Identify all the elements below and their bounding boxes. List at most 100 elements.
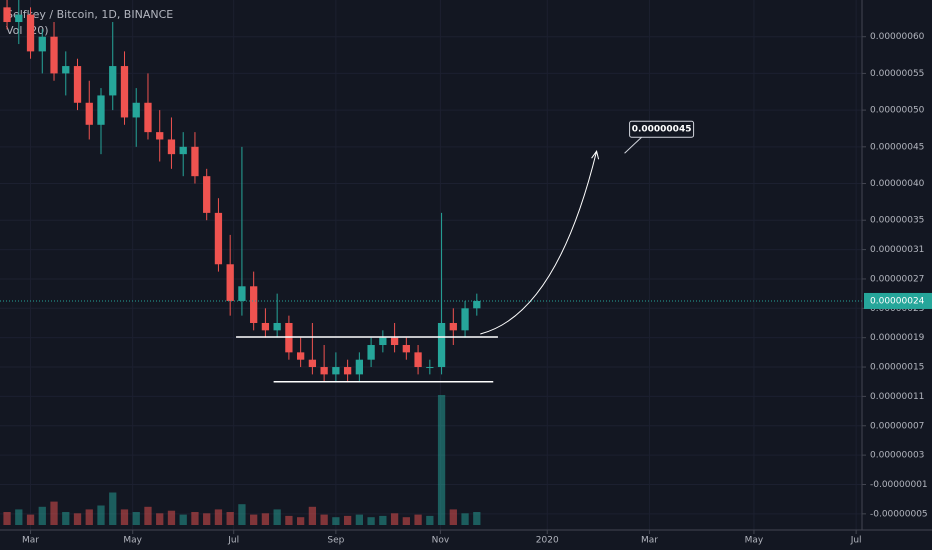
volume-bar [214, 509, 223, 525]
volume-bar [50, 501, 58, 525]
volume-bar [355, 514, 364, 525]
candle-body [62, 66, 70, 74]
volume-bar [15, 509, 23, 525]
volume-bar [320, 514, 328, 525]
x-tick-label: Jul [850, 536, 862, 546]
volume-bar [238, 504, 246, 525]
candle-body [426, 367, 434, 369]
callout-text: 0.00000045 [632, 125, 692, 135]
candle-body [167, 139, 176, 155]
candle-body [437, 322, 446, 368]
y-tick-label: 0.00000011 [870, 392, 924, 402]
volume-bar [343, 515, 352, 525]
candle-body [203, 176, 211, 213]
y-tick-label: 0.00000031 [870, 245, 924, 255]
y-tick-label: 0.00000015 [870, 363, 924, 373]
candle-body [97, 95, 105, 125]
volume-bar [167, 510, 176, 525]
volume-bar [449, 509, 457, 525]
candle-body [120, 66, 129, 118]
arrow-head [591, 150, 600, 160]
callout-box [629, 120, 695, 138]
volume-bar [261, 513, 270, 525]
volume-bar [426, 515, 434, 525]
candle-body [238, 286, 246, 301]
volume-bar [367, 517, 375, 525]
candle-body [250, 286, 258, 323]
candle-body [26, 14, 35, 52]
volume-bar [461, 513, 469, 525]
volume-bar [390, 513, 399, 525]
candle-body [226, 264, 234, 301]
y-tick-label: 0.00000019 [870, 333, 925, 343]
candle-body [261, 322, 270, 331]
last-price-box [864, 292, 932, 309]
volume-bar [473, 512, 481, 525]
volume-bar [73, 513, 82, 525]
volume-bar [273, 509, 281, 525]
candle-body [297, 352, 305, 360]
volume-bar [379, 515, 387, 525]
volume-bar [3, 512, 11, 525]
candle-body [308, 359, 317, 368]
chart-title: Selfkey / Bitcoin, 1D, BINANCE [6, 8, 173, 21]
volume-bar [120, 509, 129, 525]
x-tick-label: Mar [641, 536, 658, 546]
x-tick-label: Mar [22, 536, 39, 546]
volume-bar [226, 512, 234, 525]
candle-body [85, 102, 93, 125]
volume-bar [132, 512, 140, 525]
y-tick-label: 0.00000045 [870, 142, 924, 152]
candle-body [38, 36, 46, 52]
candle-body [343, 367, 352, 375]
candle-body [320, 367, 328, 375]
y-tick-label: 0.00000060 [870, 32, 925, 42]
candle-body [414, 352, 422, 368]
x-tick-label: Jul [227, 536, 239, 546]
candle-body [3, 7, 11, 23]
y-tick-label: 0.00000050 [870, 106, 925, 116]
volume-bar [26, 514, 35, 525]
volume-bar [203, 513, 211, 525]
candle-body [156, 132, 164, 140]
y-tick-label: 0.00000003 [870, 451, 924, 461]
x-tick-label: Nov [432, 536, 450, 546]
volume-bar [297, 517, 305, 525]
candle-body [214, 212, 223, 265]
candle-body [273, 322, 281, 331]
volume-bar [191, 512, 199, 525]
callout-pointer [624, 136, 642, 154]
volume-bar [97, 505, 105, 525]
candle-body [449, 322, 457, 331]
x-tick-label: May [745, 536, 764, 546]
x-tick-label: May [123, 536, 142, 546]
last-price-label: 0.00000024 [870, 296, 925, 306]
y-tick-label: 0.00000027 [870, 274, 924, 284]
candle-body [73, 66, 82, 103]
x-tick-label: Sep [327, 536, 344, 546]
candle-body [179, 146, 187, 155]
volume-bar [179, 514, 187, 525]
volume-bar [85, 509, 93, 525]
y-tick-label: -0.00000005 [870, 509, 928, 519]
volume-bar [144, 506, 152, 525]
candle-body [461, 308, 469, 331]
volume-bar [62, 512, 70, 525]
volume-bar [285, 515, 293, 525]
volume-bar [308, 506, 317, 525]
candle-body [332, 367, 340, 375]
candle-body [144, 102, 152, 133]
candle-body [15, 14, 23, 23]
volume-bar [38, 506, 46, 525]
candle-body [132, 102, 140, 118]
candle-body [473, 300, 481, 309]
candle-body [390, 337, 399, 346]
y-tick-label: 0.00000055 [870, 69, 924, 79]
candle-body [379, 337, 387, 346]
y-tick-label: -0.00000001 [870, 480, 928, 490]
volume-bar [332, 517, 340, 525]
forecast-arrow [480, 151, 598, 335]
candle-body [50, 36, 58, 74]
volume-bar [437, 395, 446, 525]
